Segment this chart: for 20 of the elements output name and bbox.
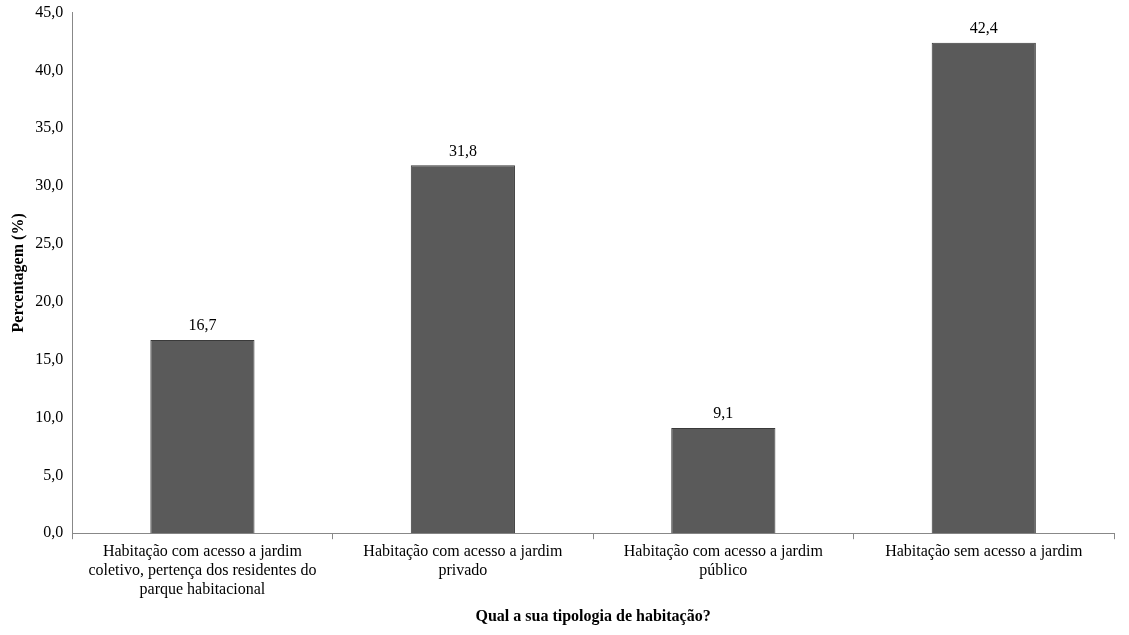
- x-tick-label: Habitação sem acesso a jardim: [885, 542, 1083, 560]
- data-label: 42,4: [969, 18, 998, 36]
- y-tick-label: 25,0: [35, 234, 64, 252]
- y-tick-label: 30,0: [35, 176, 64, 194]
- y-tick-label: 15,0: [35, 349, 64, 367]
- x-axis-title: Qual a sua tipologia de habitação?: [475, 606, 711, 625]
- data-label: 31,8: [448, 141, 477, 159]
- y-tick-label: 35,0: [35, 118, 64, 136]
- x-tick-label: Habitação com acesso a jardim público: [623, 542, 824, 580]
- y-tick-label: 10,0: [35, 407, 64, 425]
- y-tick-label: 40,0: [35, 60, 64, 78]
- y-tick-label: 45,0: [35, 2, 64, 20]
- x-tick-label: Habitação com acesso a jardim coletivo, pertença dos residentes do parque habitacional: [88, 542, 317, 599]
- y-tick-label: 0,0: [43, 523, 64, 541]
- x-tick-label: Habitação com acesso a jardim privado: [363, 542, 563, 580]
- y-tick-label: 5,0: [43, 465, 64, 483]
- data-label: 9,1: [713, 404, 734, 422]
- y-axis-title: Percentagem (%): [8, 213, 27, 333]
- data-label: 16,7: [188, 316, 217, 334]
- y-tick-label: 20,0: [35, 292, 64, 310]
